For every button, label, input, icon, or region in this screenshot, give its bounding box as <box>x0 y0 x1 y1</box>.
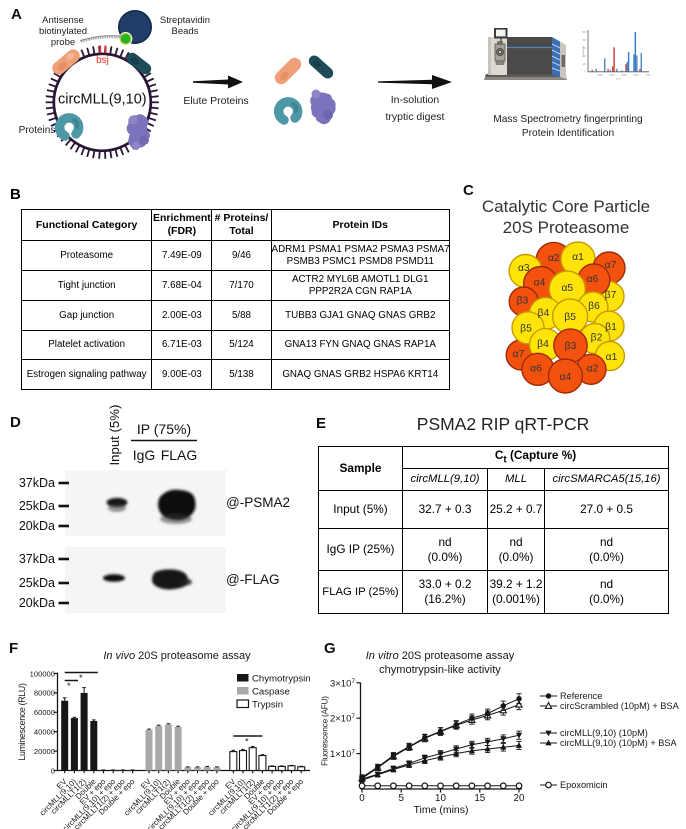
svg-text:β6: β6 <box>588 301 600 312</box>
svg-text:biotinylated: biotinylated <box>39 26 87 37</box>
svg-text:0: 0 <box>584 70 586 74</box>
svg-text:Protein Identification: Protein Identification <box>522 128 614 139</box>
svg-text:25kDa: 25kDa <box>19 576 55 590</box>
svg-text:Reference: Reference <box>560 691 602 701</box>
svg-text:β7: β7 <box>605 290 617 301</box>
svg-text:20000: 20000 <box>34 747 55 756</box>
svg-text:circMLL(9,10) (10pM) + BSA: circMLL(9,10) (10pM) + BSA <box>560 738 678 748</box>
svg-text:circMLL(9,10) (10pM): circMLL(9,10) (10pM) <box>560 728 648 738</box>
svg-text:α4: α4 <box>560 372 572 383</box>
svg-text:Luminescence (RLU): Luminescence (RLU) <box>17 683 27 761</box>
svg-text:α7: α7 <box>605 260 617 271</box>
svg-text:100000: 100000 <box>30 669 55 678</box>
svg-text:20: 20 <box>514 793 525 804</box>
svg-text:β2: β2 <box>591 333 603 344</box>
svg-text:α2: α2 <box>587 364 599 375</box>
svg-text:*: * <box>245 737 249 748</box>
svg-text:80: 80 <box>583 38 587 42</box>
svg-text:A: A <box>11 6 22 23</box>
svg-text:0: 0 <box>359 793 365 804</box>
svg-text:20S Proteasome: 20S Proteasome <box>503 218 630 237</box>
svg-text:D: D <box>10 414 21 431</box>
svg-text:60: 60 <box>583 46 587 50</box>
svg-text:37kDa: 37kDa <box>19 552 55 566</box>
svg-text:Time (mins): Time (mins) <box>413 804 468 816</box>
svg-text:25kDa: 25kDa <box>19 499 55 513</box>
svg-text:Catalytic Core Particle: Catalytic Core Particle <box>482 197 650 216</box>
svg-text:IgG: IgG <box>133 447 156 463</box>
svg-text:α2: α2 <box>548 253 560 264</box>
svg-text:Proteins: Proteins <box>19 125 56 136</box>
svg-text:20: 20 <box>583 62 587 66</box>
svg-text:3×107: 3×107 <box>330 678 355 690</box>
svg-text:2×107: 2×107 <box>330 713 355 725</box>
svg-text:40: 40 <box>583 54 587 58</box>
svg-text:bsj: bsj <box>96 55 109 66</box>
svg-text:In-solution: In-solution <box>391 94 440 106</box>
svg-text:F: F <box>9 640 18 657</box>
svg-text:m/z: m/z <box>616 77 621 81</box>
svg-text:600: 600 <box>634 73 639 77</box>
svg-text:C: C <box>463 182 474 199</box>
svg-text:G: G <box>324 640 336 657</box>
svg-text:α3: α3 <box>518 263 530 274</box>
svg-text:α4: α4 <box>534 278 546 289</box>
svg-text:*: * <box>79 673 83 684</box>
svg-text:Mass Spectrometry fingerprint: Mass Spectrometry fingerprinting <box>493 114 643 125</box>
svg-text:β5: β5 <box>520 323 532 334</box>
svg-text:β4: β4 <box>537 339 549 350</box>
svg-text:Input (5%): Input (5%) <box>107 405 122 466</box>
svg-text:circMLL(9,10): circMLL(9,10) <box>58 92 147 108</box>
svg-text:700: 700 <box>646 73 651 77</box>
svg-text:In vitro 20S proteasome assay: In vitro 20S proteasome assay <box>366 650 515 662</box>
svg-text:FLAG: FLAG <box>161 447 198 463</box>
svg-text:@-FLAG: @-FLAG <box>226 572 279 587</box>
svg-text:circScrambled (10pM) + BSA: circScrambled (10pM) + BSA <box>560 701 680 711</box>
svg-text:10: 10 <box>435 793 446 804</box>
svg-text:Streptavidin: Streptavidin <box>160 15 210 26</box>
svg-text:80000: 80000 <box>34 689 55 698</box>
svg-text:chymotrypsin-like activity: chymotrypsin-like activity <box>379 664 501 676</box>
svg-text:Caspase: Caspase <box>252 687 290 698</box>
svg-text:100: 100 <box>581 30 586 34</box>
svg-text:37kDa: 37kDa <box>19 476 55 490</box>
svg-text:20kDa: 20kDa <box>19 519 55 533</box>
svg-text:*: * <box>67 681 71 692</box>
svg-text:In vivo 20S proteasome assay: In vivo 20S proteasome assay <box>103 650 251 662</box>
svg-text:β3: β3 <box>565 341 577 352</box>
svg-text:IP (75%): IP (75%) <box>137 421 191 437</box>
svg-text:Fluorescence (AFU): Fluorescence (AFU) <box>321 696 330 766</box>
svg-text:@-PSMA2: @-PSMA2 <box>226 495 290 510</box>
svg-text:500: 500 <box>622 73 627 77</box>
svg-text:400: 400 <box>610 73 615 77</box>
svg-text:β1: β1 <box>605 322 617 333</box>
svg-text:40000: 40000 <box>34 728 55 737</box>
svg-text:α5: α5 <box>561 283 573 294</box>
svg-text:0: 0 <box>51 766 55 775</box>
svg-text:5: 5 <box>398 793 404 804</box>
svg-text:α6: α6 <box>530 364 542 375</box>
svg-text:α6: α6 <box>587 274 599 285</box>
svg-text:α1: α1 <box>572 252 584 263</box>
svg-text:α1: α1 <box>606 352 618 363</box>
svg-text:60000: 60000 <box>34 708 55 717</box>
svg-text:Antisense: Antisense <box>42 15 84 26</box>
svg-text:β3: β3 <box>517 296 529 307</box>
svg-text:Beads: Beads <box>172 26 199 37</box>
svg-text:Chymotrypsin: Chymotrypsin <box>252 674 311 685</box>
svg-text:β4: β4 <box>538 308 550 319</box>
svg-text:1×107: 1×107 <box>330 749 355 761</box>
svg-text:β5: β5 <box>564 312 576 323</box>
svg-text:Epoxomicin: Epoxomicin <box>560 780 608 790</box>
svg-text:α7: α7 <box>513 349 525 360</box>
svg-text:Intensity: Intensity <box>581 45 585 57</box>
svg-text:15: 15 <box>474 793 485 804</box>
svg-text:tryptic digest: tryptic digest <box>386 111 445 123</box>
svg-text:20kDa: 20kDa <box>19 596 55 610</box>
svg-text:probe: probe <box>51 37 75 48</box>
svg-text:Trypsin: Trypsin <box>252 700 283 711</box>
svg-text:300: 300 <box>598 73 603 77</box>
svg-text:Elute Proteins: Elute Proteins <box>183 95 248 107</box>
